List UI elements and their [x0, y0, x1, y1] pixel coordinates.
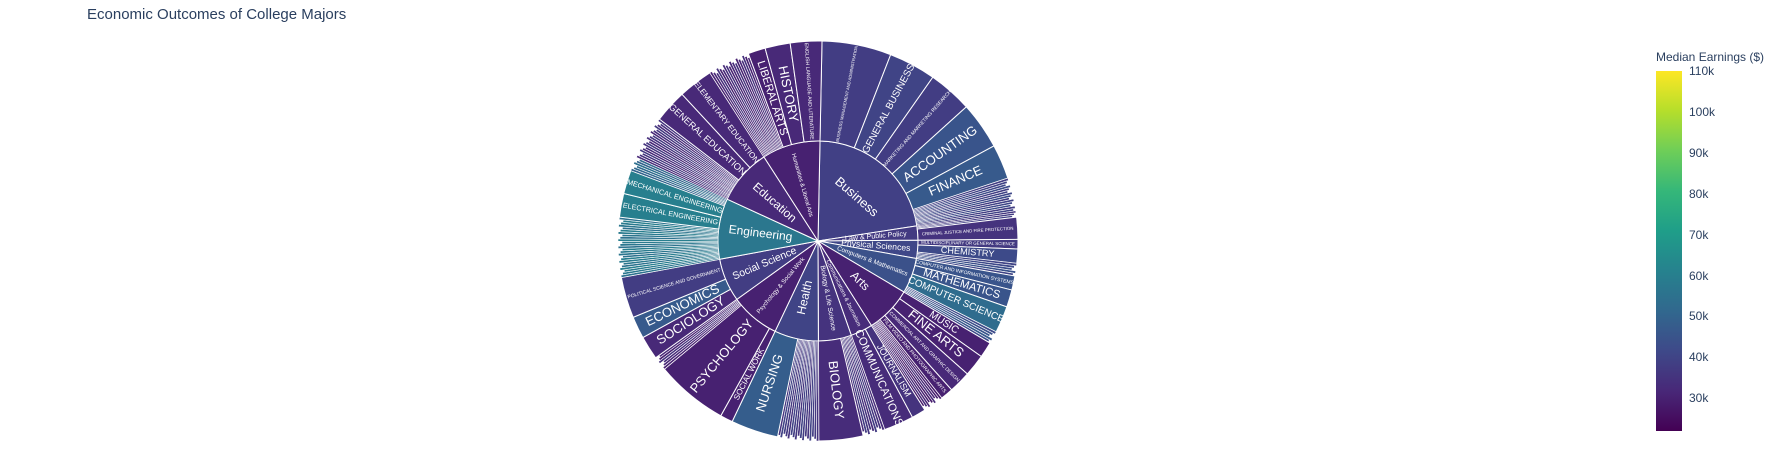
colorbar-tick-label: 40k [1689, 350, 1709, 365]
major-label-criminal-justice-and-fire-protection: CRIMINAL JUSTICE AND FIRE PROTECTION [922, 226, 1014, 237]
major-label-biology: BIOLOGY [826, 360, 848, 420]
colorbar-tick-label: 80k [1689, 186, 1709, 201]
major-label-multidisciplinary-or-general-science: MULTIDISCIPLINARY OR GENERAL SCIENCE [921, 240, 1015, 247]
colorbar [1656, 71, 1682, 431]
colorbar-tick-label: 90k [1689, 145, 1709, 160]
colorbar-title: Median Earnings ($) [1656, 50, 1765, 64]
sunburst-outer-ring: BUSINESS MANAGEMENT AND ADMINISTRATION GE… [617, 40, 1019, 442]
colorbar-tick-label: 50k [1689, 309, 1709, 324]
major-label-chemistry: CHEMISTRY [940, 245, 994, 259]
colorbar-tick-label: 30k [1689, 391, 1709, 406]
chart-title: Economic Outcomes of College Majors [87, 6, 347, 23]
colorbar-tick-label: 70k [1689, 227, 1709, 242]
colorbar-tick-label: 110k [1689, 64, 1715, 78]
major-sector-english-language-and-literature[interactable] [789, 40, 823, 143]
colorbar-tick-label: 60k [1689, 268, 1709, 283]
major-label-english-language-and-literature: ENGLISH LANGUAGE AND LITERATURE [803, 43, 815, 141]
colorbar-tick-label: 100k [1689, 104, 1716, 119]
